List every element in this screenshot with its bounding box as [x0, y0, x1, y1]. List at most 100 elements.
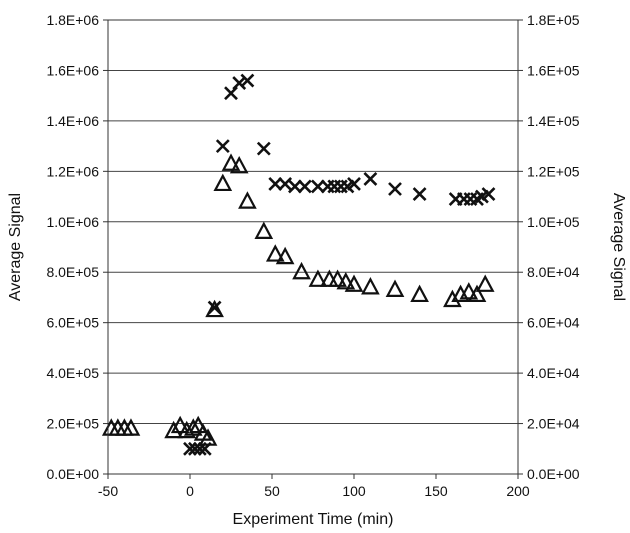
- y-left-tick-label: 1.6E+06: [46, 62, 99, 78]
- x-marker: [278, 177, 293, 191]
- triangle-marker: [205, 299, 224, 318]
- y-right-tick-label: 0.0E+00: [527, 466, 580, 482]
- triangle-marker: [238, 191, 257, 209]
- x-marker-stroke: [183, 441, 197, 456]
- y-right-tick-label: 2.0E+04: [527, 416, 580, 432]
- triangle-marker: [121, 418, 141, 436]
- triangle-marker: [459, 282, 479, 300]
- x-marker: [192, 441, 207, 456]
- x-marker: [463, 192, 478, 206]
- x-marker-stroke: [347, 177, 361, 191]
- y-right-tick-label: 6.0E+04: [527, 315, 580, 331]
- triangle-marker: [443, 289, 462, 308]
- x-marker: [311, 179, 325, 194]
- x-marker: [188, 441, 202, 456]
- x-tick-label: -50: [98, 483, 118, 499]
- x-marker: [481, 187, 496, 201]
- y-right-tick-label: 1.0E+05: [527, 214, 580, 230]
- x-marker: [183, 441, 197, 456]
- y-left-tick-label: 2.0E+05: [46, 416, 99, 432]
- y-right-tick-label: 1.2E+05: [527, 163, 580, 179]
- x-marker-stroke: [215, 139, 230, 154]
- x-marker: [363, 171, 378, 186]
- triangle-marker: [344, 274, 364, 292]
- y-left-tick-label: 8.0E+05: [46, 264, 99, 280]
- x-marker-stroke: [288, 179, 302, 194]
- x-marker: [456, 192, 471, 206]
- y-left-tick-label: 1.4E+06: [46, 113, 99, 129]
- triangle-marker: [385, 279, 405, 297]
- triangle-marker: [361, 277, 380, 295]
- x-axis-label: Experiment Time (min): [233, 511, 394, 528]
- x-marker-stroke: [363, 171, 378, 186]
- triangle-marker: [188, 415, 208, 434]
- y-left-tick-label: 1.8E+06: [46, 12, 99, 28]
- triangle-marker: [164, 420, 183, 439]
- x-marker: [215, 139, 230, 154]
- y-left-tick-label: 0.0E+00: [46, 466, 99, 482]
- x-marker: [347, 177, 361, 191]
- y-right-tick-labels: 0.0E+00 2.0E+04 4.0E+04 6.0E+04 8.0E+04 1.0E+…: [527, 12, 580, 482]
- x-tick-labels: -50 0 50 100 150 200: [98, 483, 530, 499]
- x-marker-stroke: [197, 441, 212, 456]
- x-marker: [224, 86, 238, 101]
- x-tick-label: 100: [342, 483, 366, 499]
- x-marker-stroke: [297, 179, 312, 194]
- x-marker-stroke: [232, 76, 247, 90]
- x-marker-stroke: [388, 182, 402, 196]
- x-marker: [240, 73, 255, 88]
- x-marker-stroke: [192, 441, 207, 456]
- y-left-axis-label: Average Signal: [7, 193, 24, 301]
- triangle-marker: [410, 284, 429, 303]
- x-marker: [288, 179, 302, 194]
- triangle-marker: [308, 269, 328, 287]
- x-marker: [412, 187, 427, 201]
- x-marker: [197, 441, 212, 456]
- y-left-tick-label: 4.0E+05: [46, 365, 99, 381]
- triangle-marker: [229, 155, 249, 174]
- x-marker: [388, 182, 402, 196]
- y-left-tick-label: 1.0E+06: [46, 214, 99, 230]
- triangle-marker: [183, 418, 203, 436]
- x-marker-stroke: [207, 300, 222, 315]
- x-marker-stroke: [240, 73, 255, 88]
- data-marks: [101, 73, 496, 456]
- x-marker-stroke: [224, 86, 238, 101]
- x-marker: [232, 76, 247, 90]
- triangle-marker: [221, 153, 241, 171]
- triangle-marker: [336, 271, 356, 290]
- y-right-axis-label: Average Signal: [610, 193, 627, 301]
- x-marker-stroke: [481, 187, 496, 201]
- triangle-marker: [275, 246, 295, 265]
- x-marker: [320, 179, 335, 194]
- y-left-tick-label: 1.2E+06: [46, 163, 99, 179]
- plot-frame: [107, 19, 519, 475]
- x-tick-label: 200: [506, 483, 530, 499]
- triangle-marker: [177, 420, 197, 439]
- y-right-tick-label: 4.0E+04: [527, 365, 580, 381]
- x-tick-label: 50: [264, 483, 280, 499]
- y-right-tick-label: 8.0E+04: [527, 264, 580, 280]
- x-marker-stroke: [188, 441, 202, 456]
- y-right-tick-label: 1.4E+05: [527, 113, 580, 129]
- x-marker-stroke: [268, 177, 283, 191]
- y-left-tick-label: 6.0E+05: [46, 315, 99, 331]
- triangle-marker: [213, 173, 233, 192]
- x-marker-stroke: [412, 187, 427, 201]
- x-tick-label: 0: [186, 483, 194, 499]
- y-right-tick-label: 1.6E+05: [527, 62, 580, 78]
- triangle-marker: [475, 274, 495, 292]
- triangle-marker: [254, 221, 274, 239]
- x-marker: [207, 300, 222, 315]
- triangle-marker: [467, 284, 487, 303]
- triangle-marker: [170, 415, 190, 434]
- y-right-tick-label: 1.8E+05: [527, 12, 580, 28]
- x-marker: [333, 179, 348, 194]
- x-marker: [297, 179, 312, 194]
- x-marker-stroke: [256, 141, 271, 156]
- x-marker-stroke: [311, 179, 325, 194]
- triangle-marker: [265, 244, 285, 262]
- x-marker-stroke: [278, 177, 293, 191]
- x-tick-label: 150: [424, 483, 448, 499]
